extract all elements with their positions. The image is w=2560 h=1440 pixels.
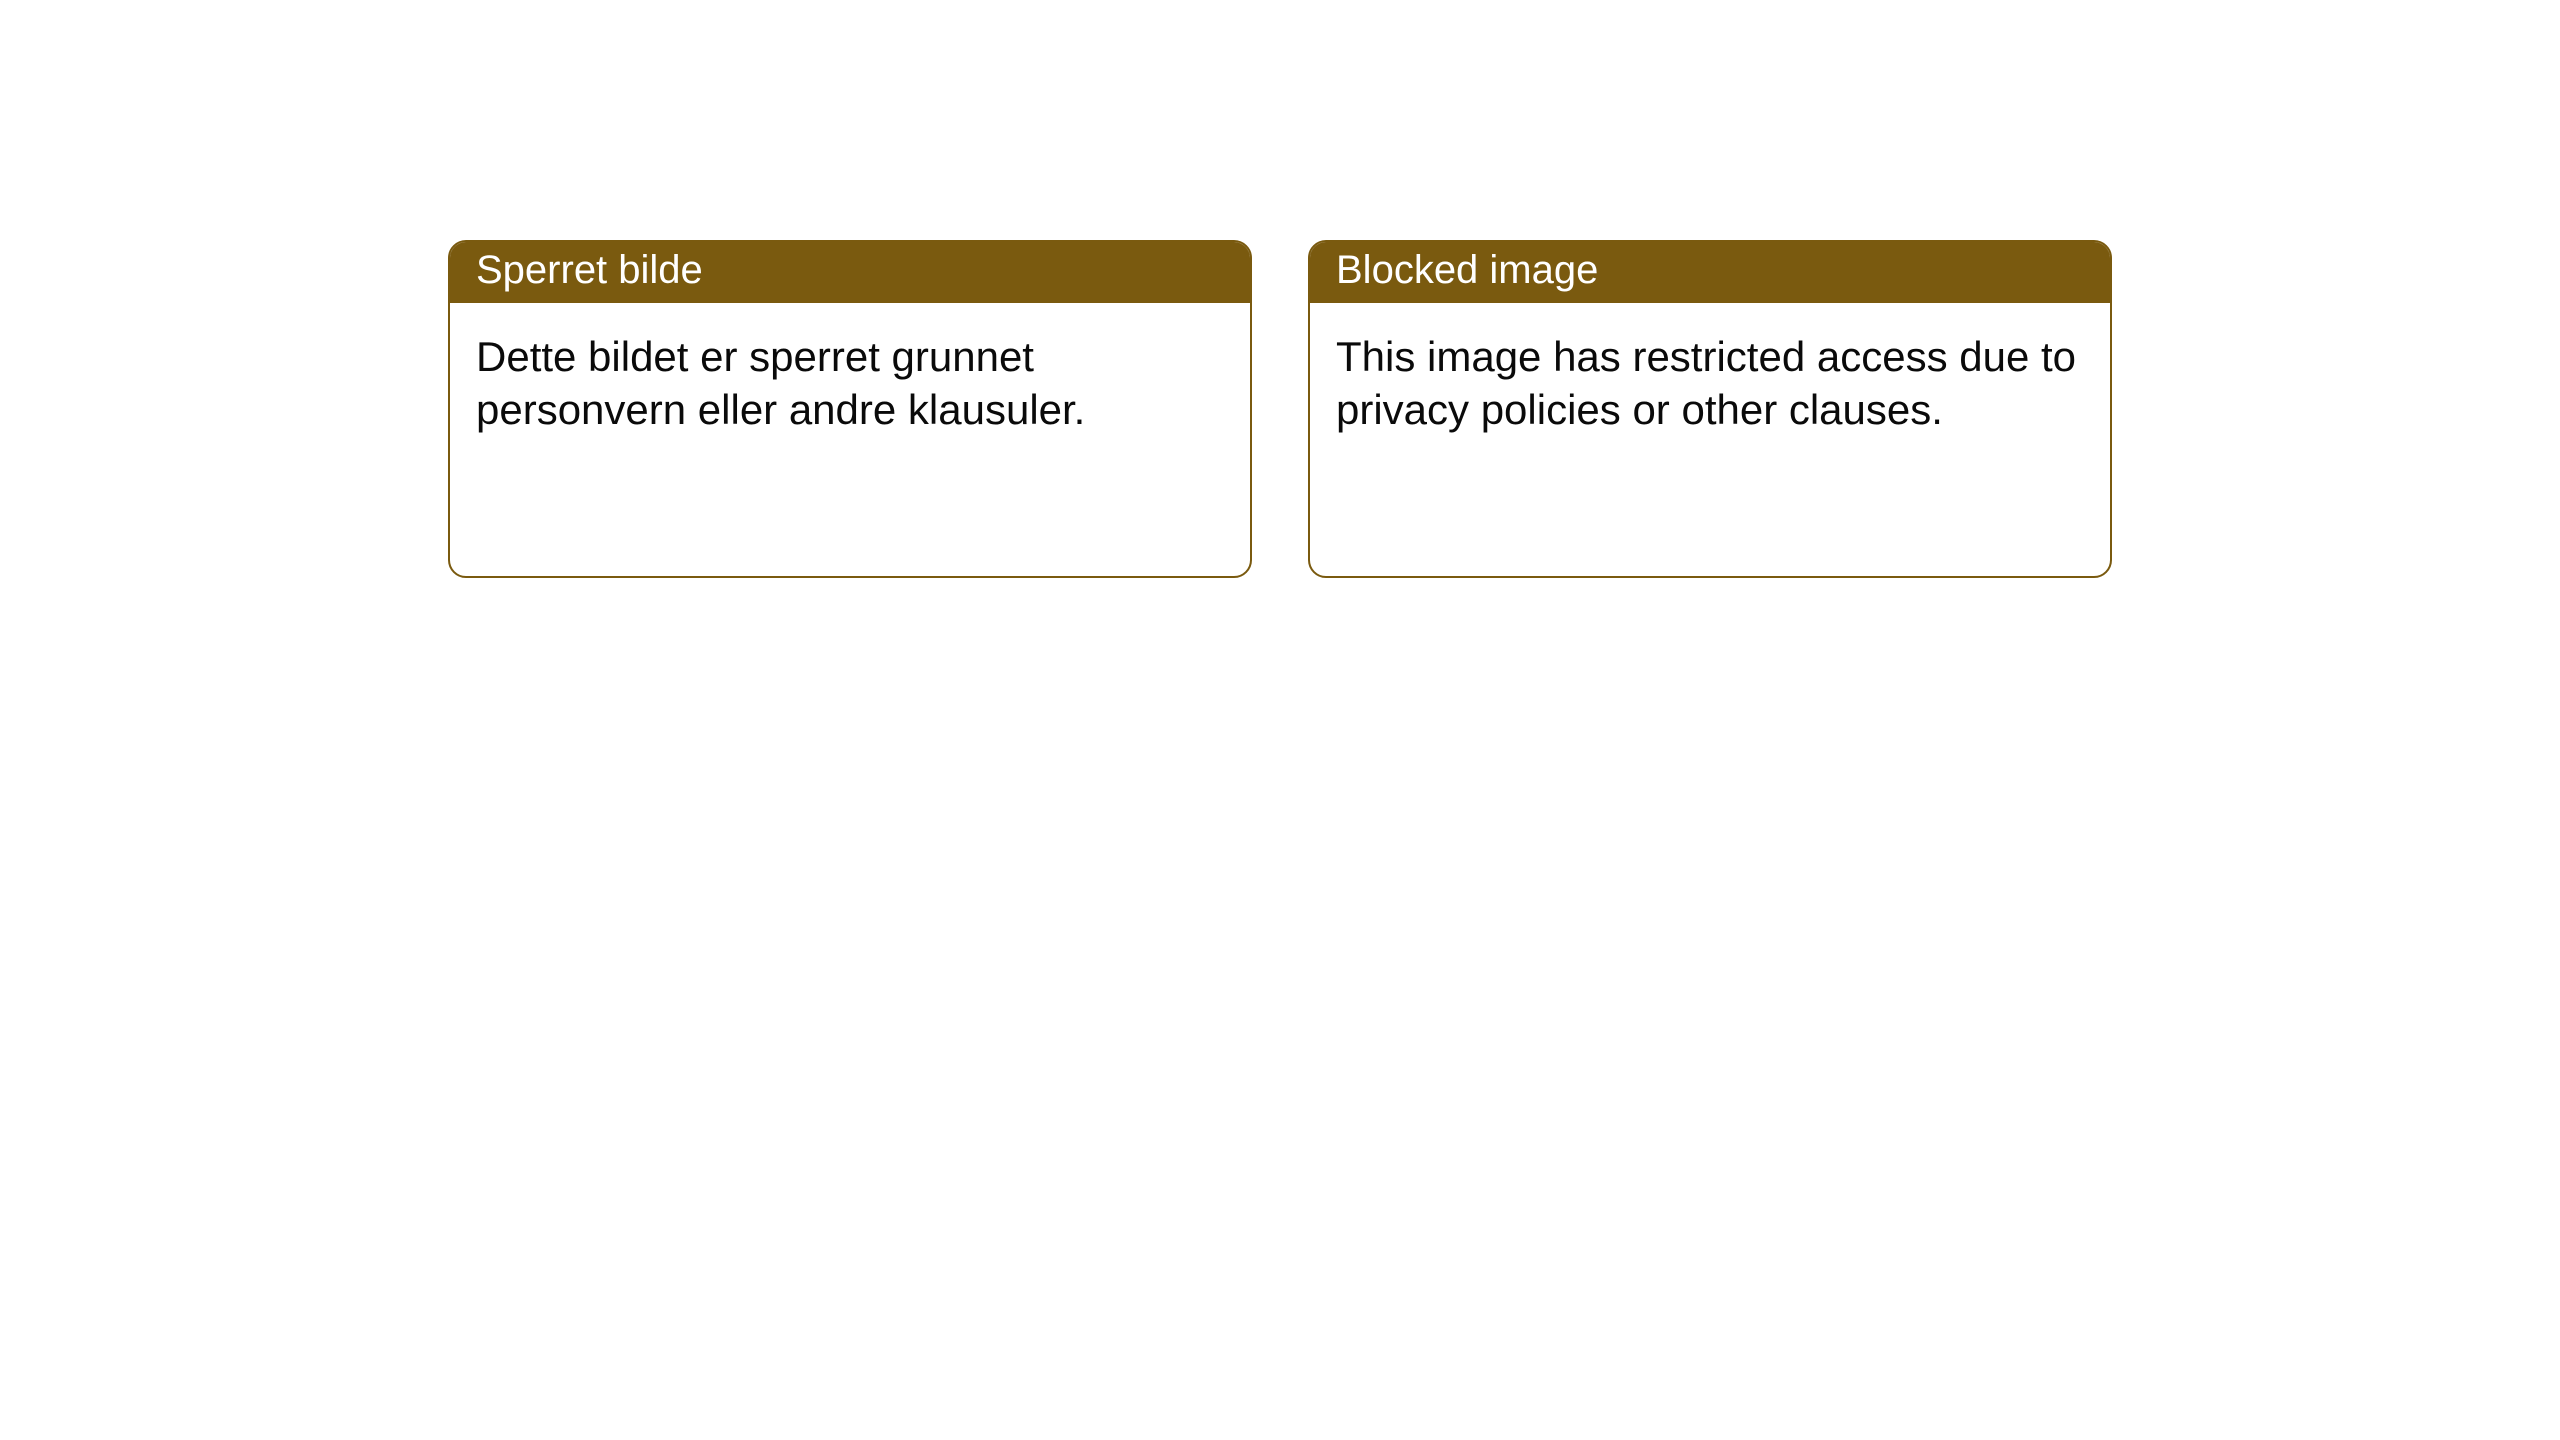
notice-title-norwegian: Sperret bilde [450,242,1250,303]
notice-title-english: Blocked image [1310,242,2110,303]
notice-body-english: This image has restricted access due to … [1310,303,2110,464]
notice-card-norwegian: Sperret bilde Dette bildet er sperret gr… [448,240,1252,578]
notice-body-norwegian: Dette bildet er sperret grunnet personve… [450,303,1250,464]
notice-container: Sperret bilde Dette bildet er sperret gr… [448,240,2112,578]
notice-card-english: Blocked image This image has restricted … [1308,240,2112,578]
